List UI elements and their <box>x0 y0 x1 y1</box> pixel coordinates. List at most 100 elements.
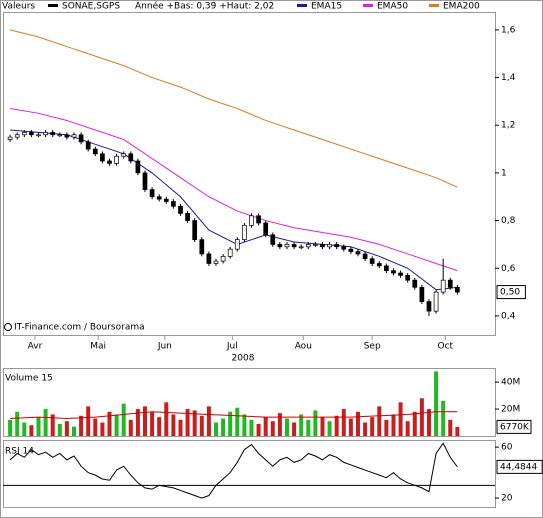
last-value-box <box>496 419 532 434</box>
candle-body <box>192 220 198 240</box>
volume-bar <box>100 422 105 436</box>
candle-body <box>227 248 233 257</box>
candle-body <box>149 189 155 198</box>
candle-body <box>369 258 375 264</box>
legend-swatch <box>429 4 439 7</box>
volume-bar <box>405 421 410 436</box>
volume-bar <box>185 409 190 436</box>
candle-body <box>249 215 254 226</box>
volume-bar <box>228 411 233 436</box>
y-tick-label: 40M <box>501 378 520 388</box>
candle-body <box>455 286 460 293</box>
volume-bar <box>306 419 311 436</box>
volume-bar <box>249 419 254 436</box>
range-note: Année +Bas: 0,39 +Haut: 2,02 <box>135 1 274 12</box>
y-tick-label: 0,8 <box>501 216 516 226</box>
y-tick-label: 1,4 <box>501 73 516 83</box>
legend-entry: EMA50 <box>377 2 408 12</box>
volume-bar <box>22 422 27 436</box>
volume-bar <box>8 419 13 436</box>
y-tick-label: 1 <box>501 168 507 178</box>
candle-body <box>327 244 332 248</box>
candle-body <box>391 270 396 274</box>
candle-body <box>334 244 340 248</box>
candle-body <box>100 153 105 162</box>
legend-swatch <box>48 4 58 7</box>
x-tick-label: Mai <box>90 342 106 352</box>
x-tick-label: Aou <box>295 342 312 352</box>
volume-bar <box>441 400 446 436</box>
candle-body <box>142 172 148 190</box>
candle-body <box>384 265 389 271</box>
candle-body <box>21 132 27 136</box>
volume-panel <box>3 368 496 437</box>
volume-bar <box>412 411 417 436</box>
y-tick-label: 0,4 <box>501 311 516 321</box>
volume-bar <box>107 411 112 436</box>
candle-body <box>85 141 91 150</box>
volume-title: Volume 15 <box>5 374 53 384</box>
y-tick-label: 1,6 <box>501 25 516 35</box>
rsi-panel <box>3 440 496 508</box>
volume-bar <box>235 407 240 436</box>
volume-bar <box>455 426 460 436</box>
volume-bar <box>157 417 162 436</box>
candle-body <box>426 301 432 312</box>
volume-bar <box>419 398 424 436</box>
volume-bar <box>426 409 431 436</box>
candle-body <box>270 234 276 245</box>
legend-entry: SONAE,SGPS <box>62 2 120 12</box>
x-tick-label: Jun <box>157 342 172 352</box>
x-tick-label: Jul <box>226 342 238 352</box>
volume-bar <box>348 418 353 436</box>
legend-entry: EMA200 <box>443 2 480 12</box>
volume-bar <box>363 422 368 436</box>
candle-body <box>313 244 318 246</box>
volume-bar <box>164 402 169 436</box>
volume-ma <box>10 411 458 419</box>
volume-bar <box>121 403 126 436</box>
candle-body <box>284 244 290 248</box>
candle-body <box>277 244 283 248</box>
candle-body <box>242 224 247 240</box>
x-tick-label: Oct <box>438 342 454 352</box>
x-tick-label: Sep <box>364 342 381 352</box>
volume-bar <box>64 421 69 436</box>
last-value-box <box>496 459 543 474</box>
year-label: 2008 <box>232 354 255 364</box>
volume-bar <box>93 418 98 436</box>
overlay-line <box>9 29 458 188</box>
candle-body <box>355 251 361 255</box>
volume-bar <box>150 411 155 436</box>
candle-body <box>92 148 98 155</box>
candle-body <box>447 279 453 288</box>
candle-body <box>412 279 418 288</box>
last-value-box <box>496 285 526 300</box>
candle-body <box>171 201 176 207</box>
candle-body <box>305 244 311 248</box>
candle-body <box>78 134 84 143</box>
volume-bar <box>128 419 133 436</box>
candle-body <box>419 286 425 302</box>
volume-bar <box>355 411 360 436</box>
volume-bar <box>299 414 304 436</box>
candle-body <box>291 244 297 248</box>
candle-body <box>298 246 304 249</box>
candle-body <box>206 253 212 264</box>
volume-bar <box>384 419 389 436</box>
legend-label: Valeurs <box>2 2 35 12</box>
candle-body <box>71 134 77 138</box>
source-icon <box>4 323 12 331</box>
y-tick-label: 60 <box>501 443 513 453</box>
volume-bar <box>277 413 282 436</box>
last-value-label: 6770K <box>500 422 530 432</box>
volume-bar <box>334 415 339 436</box>
volume-bar <box>221 418 226 436</box>
candle-body <box>320 244 325 248</box>
legend-swatch <box>363 4 373 7</box>
legend-entry: EMA15 <box>311 2 342 12</box>
legend-swatch <box>297 4 307 7</box>
candle-body <box>376 263 382 267</box>
volume-bar <box>114 414 119 436</box>
